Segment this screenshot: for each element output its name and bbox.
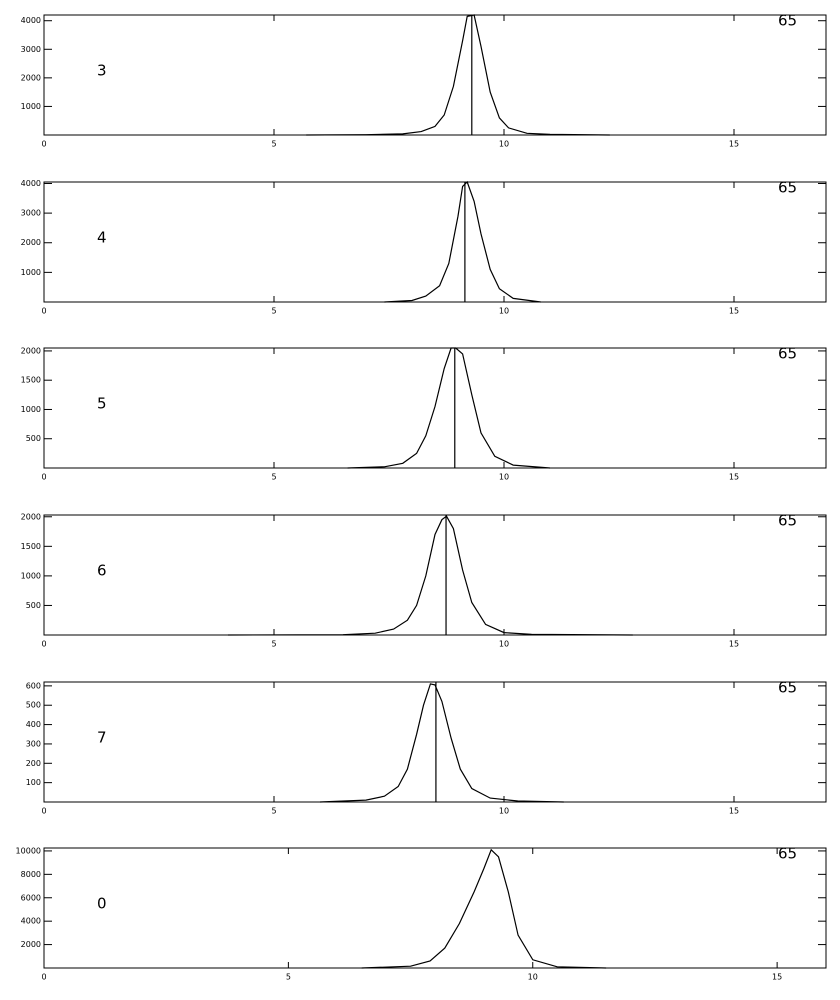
x-tick-label: 15 <box>729 307 739 316</box>
y-tick-label: 2000 <box>21 940 41 949</box>
data-line <box>227 515 633 636</box>
y-tick-label: 1500 <box>21 542 41 551</box>
plot-frame <box>43 347 827 469</box>
x-tick-label: 0 <box>41 140 46 149</box>
data-line <box>384 180 541 303</box>
x-tick-label: 5 <box>286 973 291 982</box>
y-tick-label: 100 <box>26 778 41 787</box>
y-tick-label: 8000 <box>21 870 41 879</box>
x-tick-label: 15 <box>729 640 739 649</box>
data-line <box>361 848 607 969</box>
data-line <box>319 683 564 803</box>
x-tick-label: 5 <box>271 640 276 649</box>
x-tick-label: 5 <box>271 807 276 816</box>
y-tick-label: 6000 <box>21 893 41 902</box>
x-tick-label: 15 <box>772 973 782 982</box>
panel-annotation: 65 <box>778 512 797 530</box>
y-tick-label: 4000 <box>21 917 41 926</box>
panel-label: 4 <box>97 229 107 247</box>
x-tick-label: 5 <box>271 140 276 149</box>
x-tick-label: 10 <box>499 807 509 816</box>
panel-label: 7 <box>97 729 107 747</box>
y-tick-label: 2000 <box>21 346 41 355</box>
panel-annotation: 65 <box>778 345 797 363</box>
y-tick-label: 1000 <box>21 405 41 414</box>
x-tick-label: 0 <box>41 973 46 982</box>
data-line <box>347 347 551 469</box>
panel-label: 3 <box>97 62 107 80</box>
y-tick-label: 600 <box>26 681 41 690</box>
y-tick-label: 1000 <box>21 268 41 277</box>
panel-label: 6 <box>97 562 107 580</box>
panel-annotation: 65 <box>778 179 797 197</box>
y-tick-label: 2000 <box>21 238 41 247</box>
x-tick-label: 15 <box>729 473 739 482</box>
x-tick-label: 5 <box>271 307 276 316</box>
y-tick-label: 10000 <box>16 846 41 855</box>
x-tick-label: 0 <box>41 473 46 482</box>
plot-frame <box>43 681 827 803</box>
y-tick-label: 4000 <box>21 179 41 188</box>
data-line <box>306 14 610 136</box>
y-tick-label: 3000 <box>21 209 41 218</box>
plot-frame <box>43 514 827 636</box>
y-tick-label: 200 <box>26 759 41 768</box>
y-tick-label: 1500 <box>21 376 41 385</box>
y-tick-label: 4000 <box>21 16 41 25</box>
x-tick-label: 0 <box>41 640 46 649</box>
plot-frame <box>43 847 827 969</box>
y-tick-label: 500 <box>26 701 41 710</box>
y-tick-label: 400 <box>26 720 41 729</box>
x-tick-label: 15 <box>729 807 739 816</box>
x-tick-label: 10 <box>499 473 509 482</box>
plot-frame <box>43 181 827 303</box>
y-tick-label: 3000 <box>21 45 41 54</box>
y-tick-label: 1000 <box>21 571 41 580</box>
x-tick-label: 0 <box>41 807 46 816</box>
y-tick-label: 2000 <box>21 73 41 82</box>
y-tick-label: 2000 <box>21 512 41 521</box>
x-tick-label: 5 <box>271 473 276 482</box>
y-tick-label: 500 <box>26 434 41 443</box>
y-tick-label: 500 <box>26 601 41 610</box>
x-tick-label: 0 <box>41 307 46 316</box>
x-tick-label: 10 <box>528 973 538 982</box>
x-tick-label: 15 <box>729 140 739 149</box>
panel-label: 5 <box>97 395 107 413</box>
panel-annotation: 65 <box>778 845 797 863</box>
panel-label: 0 <box>97 895 107 913</box>
x-tick-label: 10 <box>499 307 509 316</box>
y-tick-label: 1000 <box>21 102 41 111</box>
panel-annotation: 65 <box>778 679 797 697</box>
panel-annotation: 65 <box>778 12 797 30</box>
x-tick-label: 10 <box>499 140 509 149</box>
plot-frame <box>43 14 827 136</box>
y-tick-label: 300 <box>26 739 41 748</box>
x-tick-label: 10 <box>499 640 509 649</box>
